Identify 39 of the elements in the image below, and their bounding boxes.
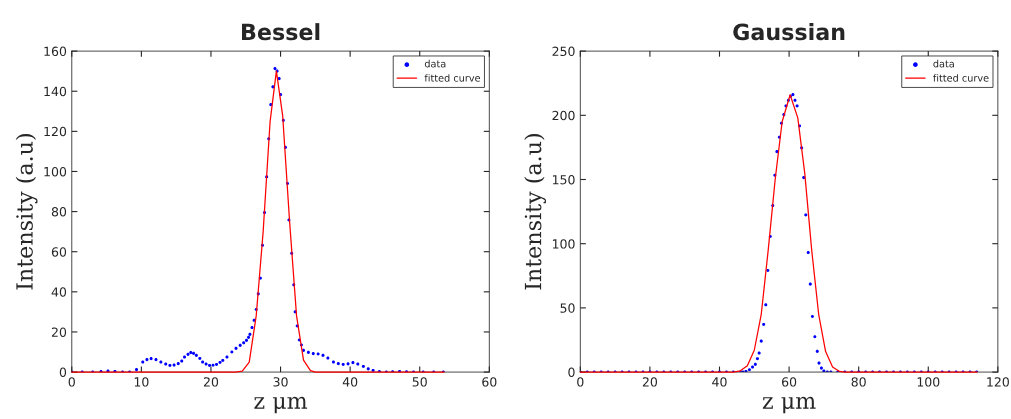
x-tick-label: 20 bbox=[642, 377, 658, 387]
x-tick-label: 0 bbox=[68, 377, 75, 387]
x-tick-label: 100 bbox=[917, 377, 940, 387]
y-tick-label: 100 bbox=[552, 239, 575, 249]
y-tick-label: 200 bbox=[552, 110, 575, 121]
x-tick-label: 30 bbox=[273, 377, 288, 387]
x-tick-label: 40 bbox=[712, 377, 727, 387]
y-tick-label: 50 bbox=[560, 303, 575, 313]
chart-title: Bessel bbox=[242, 23, 320, 41]
x-tick-label: 50 bbox=[412, 377, 427, 387]
y-tick-label: 80 bbox=[51, 207, 67, 217]
x-tick-label: 10 bbox=[134, 377, 149, 387]
y-tick-label: 40 bbox=[51, 287, 67, 297]
y-tick-label: 100 bbox=[44, 166, 67, 177]
y-tick-label: 150 bbox=[552, 174, 575, 185]
y-tick-label: 0 bbox=[59, 367, 67, 377]
x-tick-label: 0 bbox=[577, 377, 584, 387]
chart-title: Gaussian bbox=[733, 23, 845, 41]
x-tick-label: 20 bbox=[203, 377, 219, 387]
y-tick-label: 20 bbox=[51, 327, 67, 337]
y-tick-label: 160 bbox=[44, 46, 67, 57]
y-axis-title: Intensity (a.u) bbox=[15, 134, 38, 290]
y-tick-label: 250 bbox=[552, 46, 575, 57]
legend-label: data bbox=[933, 59, 954, 68]
x-tick-label: 60 bbox=[482, 377, 497, 387]
x-axis-title: z μm bbox=[762, 396, 816, 414]
x-tick-label: 60 bbox=[782, 377, 797, 387]
legend-label: data bbox=[424, 59, 446, 68]
x-tick-label: 80 bbox=[851, 377, 866, 387]
legend-label: fitted curve bbox=[424, 74, 481, 82]
x-tick-label: 40 bbox=[342, 377, 358, 387]
y-tick-label: 140 bbox=[44, 86, 67, 97]
y-tick-label: 0 bbox=[568, 367, 575, 377]
x-axis-title: z μm bbox=[254, 396, 308, 414]
legend-label: fitted curve bbox=[933, 74, 989, 82]
y-tick-label: 120 bbox=[44, 126, 67, 137]
x-tick-label: 120 bbox=[987, 377, 1009, 387]
y-axis-title: Intensity (a.u) bbox=[524, 134, 547, 290]
y-tick-label: 60 bbox=[51, 247, 67, 257]
